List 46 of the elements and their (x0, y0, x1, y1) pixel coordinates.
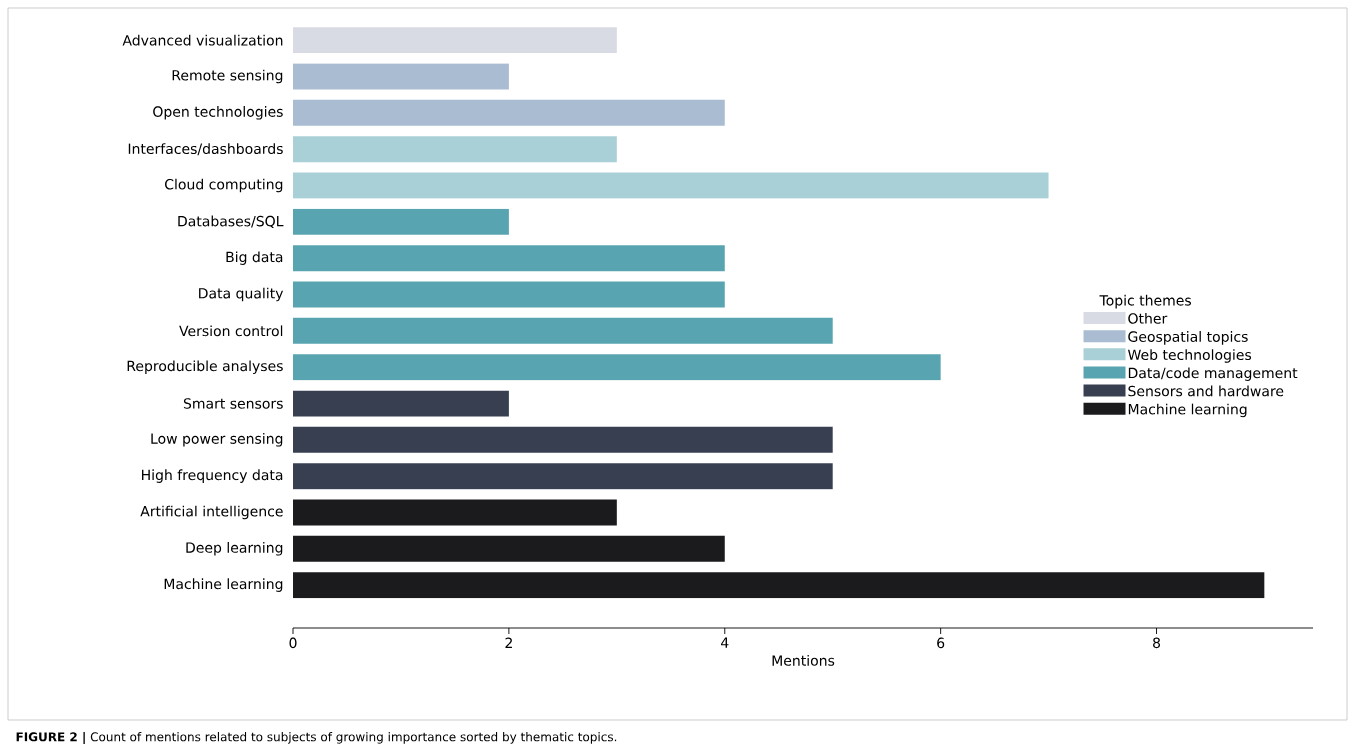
bar (293, 172, 1049, 199)
bar (293, 63, 509, 90)
x-tick-label: 2 (505, 637, 512, 648)
x-tick-label: 0 (289, 637, 297, 649)
legend-label: Web technologies (1127, 349, 1252, 363)
y-tick-label: Reproducible analyses (127, 360, 283, 374)
bar (293, 354, 941, 381)
x-axis-title: Mentions (772, 654, 835, 666)
y-tick-label: Remote sensing (172, 69, 283, 84)
legend-label: Data/code management (1128, 367, 1298, 381)
legend-label: Other (1128, 312, 1168, 324)
y-tick-label: Smart sensors (183, 398, 283, 409)
bar (293, 390, 509, 417)
bar (293, 572, 1265, 599)
y-tick-label: Advanced visualization (122, 34, 283, 46)
y-tick-label: Databases/SQL (178, 215, 284, 229)
bar (293, 317, 833, 344)
x-tick-label: 4 (721, 637, 729, 648)
bar (293, 426, 833, 453)
bar (293, 136, 617, 163)
bar (293, 27, 617, 54)
y-tick-label: Machine learning (164, 578, 283, 592)
bar (293, 463, 833, 490)
bar (293, 499, 617, 526)
bar (293, 535, 725, 562)
x-tick-label: 8 (1153, 637, 1161, 649)
legend-label: Geospatial topics (1128, 331, 1248, 345)
bar (293, 208, 509, 235)
x-tick-label: 6 (937, 637, 945, 649)
y-tick-label: Deep learning (186, 542, 283, 556)
y-tick-label: Cloud computing (165, 178, 283, 193)
y-tick-label: Artificial intelligence (140, 505, 283, 520)
y-tick-label: Open technologies (153, 106, 283, 120)
y-tick-label: Low power sensing (151, 433, 283, 447)
bar (293, 99, 725, 126)
bar (293, 245, 725, 272)
text: FIGURE 2 | Count of mentions related to subjects of growing importance sorted by thematic topics. (16, 731, 617, 744)
y-tick-label: Interfaces/dashboards (128, 143, 283, 156)
y-tick-label: High frequency data (142, 469, 283, 483)
legend-label: Machine learning (1128, 403, 1247, 418)
bar (293, 281, 725, 308)
legend-title: Topic themes (1099, 294, 1192, 309)
y-tick-label: Data quality (199, 287, 284, 302)
legend-label: Sensors and hardware (1128, 385, 1284, 397)
y-tick-label: Version control (179, 325, 283, 337)
y-tick-label: Big data (226, 251, 283, 265)
